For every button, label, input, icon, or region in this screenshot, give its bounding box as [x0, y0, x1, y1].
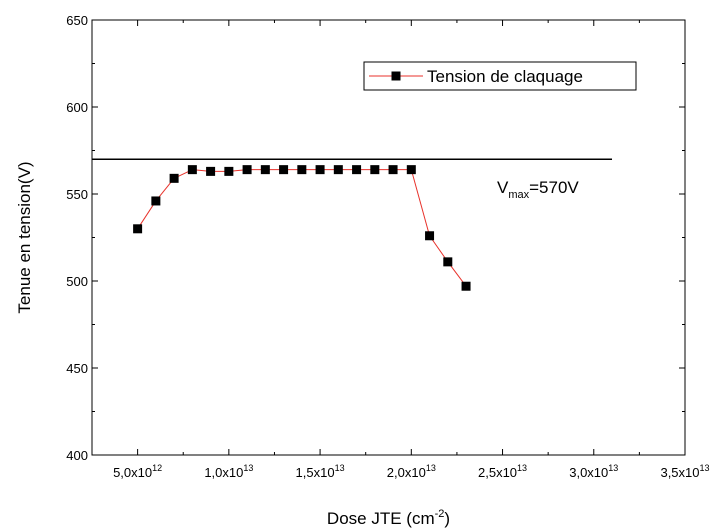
data-point [151, 196, 161, 206]
data-point [297, 165, 307, 175]
data-point [315, 165, 325, 175]
x-tick-label: 1,0x1013 [204, 463, 253, 480]
data-point [242, 165, 252, 175]
y-tick-label: 400 [66, 448, 88, 463]
y-axis-ticks: 400 450 500 550 600 650 [66, 13, 685, 463]
data-point [279, 165, 289, 175]
x-tick-label: 2,0x1013 [387, 463, 436, 480]
legend-label: Tension de claquage [427, 67, 583, 86]
data-point [425, 231, 435, 241]
series-group [133, 165, 471, 291]
data-point [260, 165, 270, 175]
x-tick-label: 3,5x1013 [660, 463, 709, 480]
data-point [388, 165, 398, 175]
vmax-value: =570V [529, 178, 579, 197]
data-point [352, 165, 362, 175]
data-point [187, 165, 197, 175]
vmax-v: V [497, 178, 509, 197]
data-point [461, 281, 471, 291]
data-point [206, 166, 216, 176]
y-tick-label: 600 [66, 100, 88, 115]
legend-marker [391, 71, 401, 81]
x-tick-label: 3,0x1013 [569, 463, 618, 480]
data-point [443, 257, 453, 267]
y-tick-label: 450 [66, 361, 88, 376]
x-tick-label: 2,5x1013 [478, 463, 527, 480]
series-line-segment [410, 169, 431, 236]
x-axis-title: Dose JTE (cm-2) [327, 508, 450, 528]
data-point [370, 165, 380, 175]
vmax-subscript: max [508, 189, 529, 201]
y-axis-title: Tenue en tension(V) [15, 161, 34, 313]
x-tick-label: 1,5x1013 [296, 463, 345, 480]
y-tick-label: 650 [66, 13, 88, 28]
data-point [406, 165, 416, 175]
data-point [169, 173, 179, 183]
series-line-segment [137, 200, 157, 230]
y-tick-label: 550 [66, 187, 88, 202]
x-axis-ticks: 5,0x1012 1,0x1013 1,5x1013 2,0x1013 2,5x1013… [113, 20, 710, 480]
y-tick-label: 500 [66, 274, 88, 289]
x-axis-title-sup: -2 [435, 508, 445, 520]
x-tick-label: 5,0x1012 [113, 463, 162, 480]
data-point [224, 166, 234, 176]
x-axis-title-text: Dose JTE (cm [327, 509, 435, 528]
data-point [133, 224, 143, 234]
vmax-annotation: Vmax=570V [497, 178, 579, 201]
legend: Tension de claquage [363, 61, 637, 91]
x-axis-title-end: ) [444, 509, 450, 528]
data-point [333, 165, 343, 175]
